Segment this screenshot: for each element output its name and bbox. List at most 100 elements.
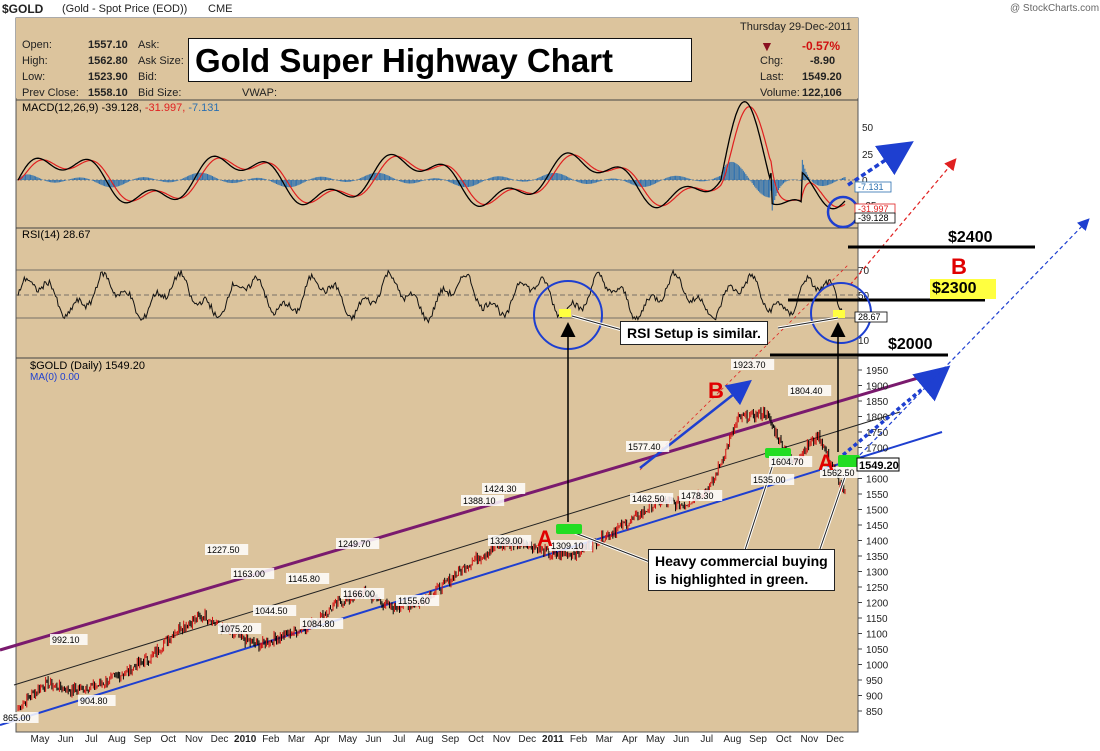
bid-label: Bid: [138,71,157,83]
x-tick-label: Nov [185,734,203,745]
a-to-b-line [639,379,752,469]
ma-label: MA(0) 0.00 [30,372,80,383]
macd-tick-label: 50 [862,123,874,134]
last-price-tag: 1549.20 [859,460,899,472]
price-tick-label: 1800 [866,413,889,424]
x-tick-label: Jun [365,734,381,745]
x-tick-label: 2010 [234,734,257,745]
macd-tag-line: -39.128 [858,213,889,223]
rsi-line [17,268,846,324]
rsi-callout: RSI Setup is similar. [620,321,768,345]
pct-change: -0.57% [802,39,841,53]
macd-tag-hist: -7.131 [858,182,884,192]
symbol-description: (Gold - Spot Price (EOD)) [62,3,188,15]
last-label: Last: [760,71,784,83]
price-tick-label: 1900 [866,382,889,393]
price-tick-label: 950 [866,676,883,687]
price-tick-label: 850 [866,707,883,718]
last-value: 1549.20 [802,71,842,83]
price-tick-label: 1850 [866,397,889,408]
price-tick-label: 1700 [866,444,889,455]
data-label: 1309.10 [551,541,584,551]
price-tick-label: 1450 [866,521,889,532]
price-tick-label: 1250 [866,583,889,594]
price-tick-label: 900 [866,692,883,703]
x-tick-label: Aug [108,734,126,745]
volume-label: Volume: [760,87,800,99]
buying-highlight-1 [556,524,582,534]
data-label: 1424.30 [484,484,517,494]
data-label: 1084.80 [302,619,335,629]
buying-highlight-2 [765,448,791,458]
price-tick-label: 1500 [866,506,889,517]
exchange: CME [208,3,233,15]
date: Thursday 29-Dec-2011 [740,21,852,33]
x-tick-label: Jul [85,734,98,745]
prevclose-label: Prev Close: [22,87,79,99]
data-label: 1562.50 [822,468,855,478]
high-value: 1562.80 [88,55,128,67]
volume-value: 122,106 [802,87,842,99]
level-2400: $2400 [948,229,993,246]
price-label: $GOLD (Daily) 1549.20 [30,360,145,372]
rsi-tick-label: 70 [858,266,870,277]
data-label: 1388.10 [463,496,496,506]
x-tick-label: Feb [570,734,588,745]
x-tick-label: Apr [622,734,638,745]
data-label: 992.10 [52,635,80,645]
data-label: 904.80 [80,696,108,706]
x-tick-label: 2011 [542,734,564,745]
rsi-label: RSI(14) 28.67 [22,229,90,241]
trend-arrow-red [849,158,957,286]
copyright: @ StockCharts.com [1010,3,1100,14]
buying-callout-line2: is highlighted in green. [655,571,809,587]
high-label: High: [22,55,48,67]
x-tick-label: Sep [749,734,767,745]
open-label: Open: [22,39,52,51]
price-tick-label: 1600 [866,475,889,486]
chg-value: -8.90 [810,55,836,67]
data-label: 865.00 [3,713,31,723]
bidsize-label: Bid Size: [138,87,182,99]
chart-title: Gold Super Highway Chart [188,38,692,82]
vwap-label: VWAP: [242,87,278,99]
data-label: 1462.50 [632,494,665,504]
x-tick-label: Feb [262,734,280,745]
channel-mid-line [13,411,901,686]
x-tick-label: Nov [800,734,818,745]
rsi-tick-label: 10 [858,336,870,347]
price-tick-label: 1300 [866,568,889,579]
price-tick-label: 1200 [866,599,889,610]
x-tick-label: Jun [58,734,74,745]
price-tick-label: 1100 [866,630,888,641]
data-label: 1075.20 [220,624,253,634]
buying-callout: Heavy commercial buying is highlighted i… [648,549,835,591]
buying-highlight-3 [838,455,860,467]
mark-b-right: B [951,254,967,279]
x-tick-label: Mar [288,734,306,745]
rsi-tag: 28.67 [858,312,881,322]
macd-tag-signal: -31.997 [858,204,889,214]
x-tick-label: Dec [826,734,844,745]
chg-label: Chg: [760,55,784,67]
mark-b-left: B [708,378,724,403]
x-tick-label: Dec [518,734,536,745]
asksize-label: Ask Size: [138,55,184,67]
x-tick-label: May [646,734,665,745]
low-label: Low: [22,71,46,83]
data-label: 1145.80 [288,574,320,584]
data-label: 1329.00 [490,536,523,546]
down-triangle-icon: ▼ [760,38,774,54]
x-tick-label: Apr [314,734,330,745]
mark-a-left: A [537,526,553,551]
macd-label: MACD(12,26,9) -39.128, -31.997, -7.131 [22,102,220,114]
trend-arrow-macd [847,141,914,187]
data-label: 1163.00 [233,569,265,579]
symbol: $GOLD [2,2,44,16]
x-tick-label: Sep [134,734,152,745]
price-tick-label: 1550 [866,490,889,501]
price-tick-label: 1150 [866,614,888,625]
data-label: 1923.70 [733,360,766,370]
low-value: 1523.90 [88,71,128,83]
